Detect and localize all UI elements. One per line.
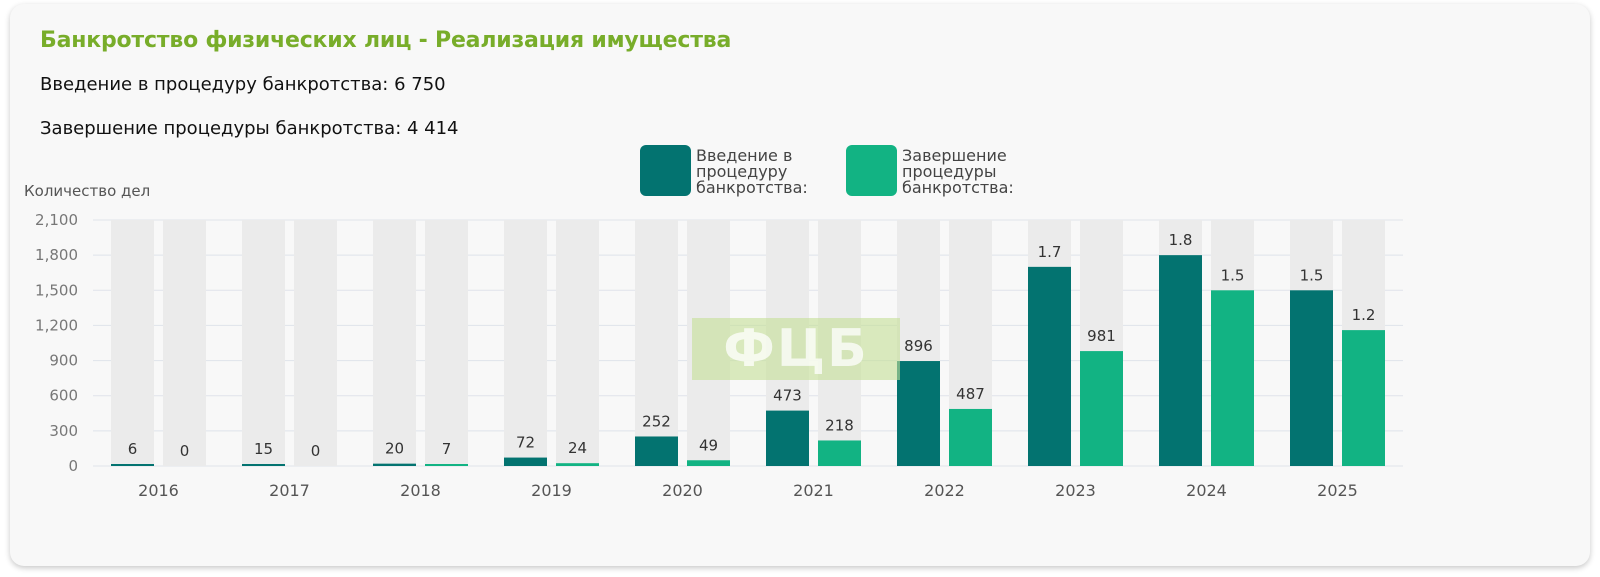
data-label-finish: 0 [311,442,321,460]
data-label-finish: 49 [699,436,718,454]
data-label-finish: 7 [442,440,452,458]
bar-finish [687,460,730,466]
bar-finish [818,440,861,466]
bar-intro [504,457,547,466]
x-tick-label: 2022 [924,481,965,500]
x-tick-label: 2021 [793,481,834,500]
x-tick-label: 2023 [1055,481,1096,500]
data-label-intro: 20 [385,440,404,458]
bar-finish [949,408,992,466]
legend-swatch-finish [846,145,897,196]
bar-background [163,220,206,466]
bar-background [242,220,285,466]
stat-intro: Введение в процедуру банкротства: 6 750 [40,74,446,95]
bar-background [504,220,547,466]
y-tick-label: 900 [49,352,78,370]
bar-background [294,220,337,466]
data-label-finish: 1.5 [1221,266,1245,284]
data-label-finish: 487 [956,385,985,403]
bar-intro [1159,255,1202,466]
y-tick-label: 1,200 [35,316,78,334]
bar-finish [556,463,599,466]
legend-label-finish: Завершение процедуры банкротства: [902,146,1014,197]
x-tick-label: 2016 [138,481,179,500]
watermark-logo: ФЦБ [692,318,900,380]
x-tick-label: 2017 [269,481,310,500]
legend: Введение в процедуру банкротства: Заверш… [640,145,1022,196]
bar-intro [1290,290,1333,466]
legend-label-intro: Введение в процедуру банкротства: [696,146,808,197]
data-label-finish: 981 [1087,327,1116,345]
y-tick-label: 1,500 [35,281,78,299]
y-tick-label: 2,100 [35,211,78,229]
y-tick-label: 300 [49,422,78,440]
bar-intro [111,464,154,466]
data-label-intro: 252 [642,412,671,430]
bar-intro [635,436,678,466]
bar-background [556,220,599,466]
bar-finish [425,464,468,466]
chart-card: Банкротство физических лиц - Реализация … [10,4,1590,566]
x-tick-label: 2024 [1186,481,1227,500]
bar-finish [1342,330,1385,466]
bar-finish [1080,351,1123,466]
data-label-intro: 1.8 [1169,231,1193,249]
bar-intro [1028,266,1071,466]
data-label-finish: 1.2 [1352,306,1376,324]
legend-item-intro[interactable]: Введение в процедуру банкротства: [640,145,816,196]
stat-finish: Завершение процедуры банкротства: 4 414 [40,118,459,139]
bar-background [425,220,468,466]
bar-background [373,220,416,466]
y-tick-label: 0 [68,457,78,475]
bar-intro [373,463,416,466]
x-tick-label: 2018 [400,481,441,500]
bar-chart: Количество дел03006009001,2001,5001,8002… [24,182,1403,500]
bar-intro [242,464,285,466]
chart-title: Банкротство физических лиц - Реализация … [40,28,732,53]
data-label-intro: 896 [904,337,933,355]
data-label-intro: 1.7 [1038,243,1062,261]
data-label-finish: 0 [180,442,190,460]
data-label-intro: 473 [773,387,802,405]
y-tick-label: 1,800 [35,246,78,264]
bar-intro [897,361,940,466]
x-tick-label: 2019 [531,481,572,500]
bar-intro [766,410,809,466]
bar-background [111,220,154,466]
data-label-intro: 1.5 [1300,266,1324,284]
data-label-intro: 6 [128,440,138,458]
x-tick-label: 2025 [1317,481,1358,500]
legend-swatch-intro [640,145,691,196]
x-tick-label: 2020 [662,481,703,500]
bar-finish [1211,290,1254,466]
y-tick-label: 600 [49,387,78,405]
data-label-finish: 24 [568,439,587,457]
data-label-intro: 72 [516,434,535,452]
bar-background [635,220,678,466]
data-label-intro: 15 [254,440,273,458]
legend-item-finish[interactable]: Завершение процедуры банкротства: [846,145,1022,196]
y-axis-title: Количество дел [24,182,150,200]
data-label-finish: 218 [825,416,854,434]
